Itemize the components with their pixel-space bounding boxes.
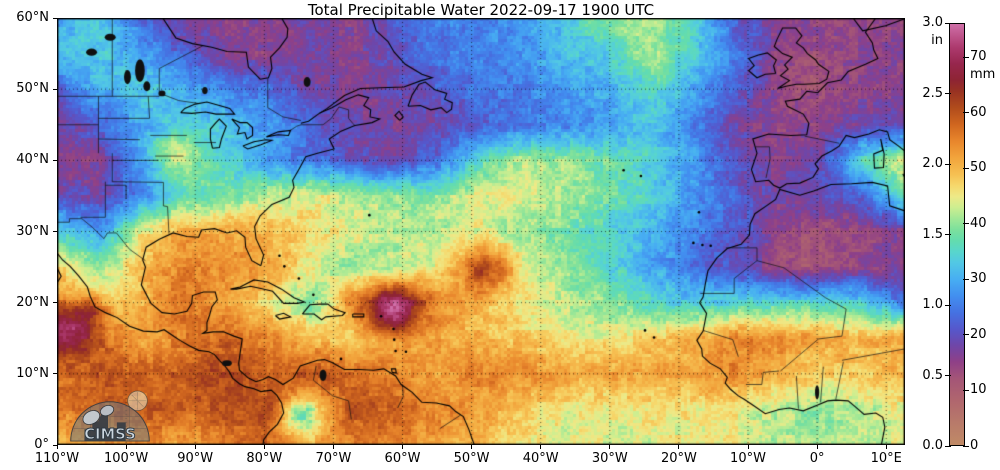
colorbar-tick-mm	[963, 445, 969, 447]
chart-title: Total Precipitable Water 2022-09-17 1900…	[307, 1, 655, 19]
colorbar-tick-label-mm: 20	[970, 326, 987, 342]
y-axis-tick	[53, 88, 57, 90]
colorbar	[949, 23, 965, 446]
x-axis-tick	[540, 445, 542, 449]
colorbar-tick-mm	[963, 167, 969, 169]
x-axis-tick	[678, 445, 680, 449]
colorbar-tick-label-mm: 10	[970, 382, 987, 398]
x-axis-tick-label: 110°W	[34, 451, 80, 466]
y-axis-tick-label: 50°N	[16, 81, 49, 97]
colorbar-tick-in	[945, 304, 951, 306]
x-axis-tick	[885, 445, 887, 449]
colorbar-tick-label-mm: 60	[970, 104, 987, 120]
colorbar-tick-label-mm: 0	[970, 438, 979, 453]
x-axis-tick-label: 70°W	[315, 451, 352, 466]
y-axis-tick	[53, 444, 57, 446]
logo-sun-lines	[128, 391, 147, 410]
colorbar-tick-label-in: 2.0	[922, 156, 943, 171]
x-axis-tick	[263, 445, 265, 449]
x-axis-tick	[816, 445, 818, 449]
cimss-logo-text: CIMSS	[84, 426, 135, 443]
y-axis-tick-label: 10°N	[16, 365, 49, 381]
x-axis-tick	[332, 445, 334, 449]
y-axis-tick	[53, 17, 57, 19]
colorbar-tick-mm	[963, 112, 969, 114]
x-axis-tick-label: 90°W	[177, 451, 214, 466]
x-axis-tick	[194, 445, 196, 449]
colorbar-tick-in	[945, 234, 951, 235]
colorbar-tick-mm	[963, 389, 969, 391]
x-axis-tick-label: 100°W	[104, 451, 149, 466]
y-axis-tick	[53, 302, 57, 304]
colorbar-tick-in	[945, 22, 951, 24]
colorbar-tick-label-in: 3.0	[922, 15, 943, 30]
x-axis-tick	[609, 445, 611, 449]
colorbar-tick-in	[945, 375, 951, 376]
colorbar-tick-mm	[963, 278, 969, 280]
y-axis-tick	[53, 231, 57, 232]
y-axis-tick-label: 30°N	[16, 223, 49, 239]
y-axis-tick	[53, 159, 57, 161]
colorbar-tick-mm	[963, 223, 969, 225]
colorbar-tick-label-mm: 50	[970, 160, 987, 176]
logo-building-silhouette	[84, 414, 126, 442]
x-axis-tick-label: 0°	[809, 451, 825, 466]
colorbar-tick-label-in: 1.5	[922, 226, 943, 242]
x-axis-tick-label: 20°W	[660, 451, 697, 466]
cimss-logo: CIMSS	[70, 390, 150, 444]
colorbar-tick-mm	[963, 56, 969, 58]
colorbar-tick-in	[945, 93, 951, 94]
y-axis-tick	[53, 373, 57, 375]
tpw-map-canvas	[57, 18, 905, 445]
colorbar-tick-label-mm: 40	[970, 215, 987, 231]
x-axis-tick	[402, 445, 403, 449]
colorbar-tick-in	[945, 163, 951, 165]
x-axis-tick	[747, 445, 749, 449]
colorbar-tick-label-in: 0.0	[922, 438, 943, 453]
colorbar-unit-in: in	[931, 33, 943, 48]
y-axis-tick-label: 60°N	[16, 10, 49, 25]
logo-sun-icon	[127, 390, 148, 412]
x-axis-tick	[471, 445, 473, 449]
logo-dish-icon	[82, 410, 101, 425]
colorbar-tick-in	[945, 445, 951, 447]
x-axis-tick-label: 80°W	[246, 451, 283, 466]
colorbar-tick-label-mm: 70	[970, 49, 987, 65]
colorbar-tick-mm	[963, 334, 969, 336]
y-axis-tick-label: 40°N	[16, 152, 49, 168]
x-axis-tick-label: 10°W	[730, 451, 766, 466]
x-axis-tick-label: 40°W	[522, 451, 559, 466]
colorbar-tick-label-in: 2.5	[922, 85, 943, 101]
colorbar-tick-label-mm: 30	[970, 271, 987, 287]
y-axis-tick-label: 20°N	[16, 294, 49, 310]
x-axis-tick-label: 60°W	[384, 451, 421, 466]
x-axis-tick-label: 30°W	[591, 451, 628, 466]
colorbar-tick-label-in: 0.5	[922, 367, 943, 383]
x-axis-tick-label: 50°W	[453, 451, 490, 466]
logo-dish2-icon	[100, 404, 115, 417]
x-axis-tick	[125, 445, 127, 449]
colorbar-unit-mm: mm	[970, 67, 996, 83]
colorbar-tick-label-in: 1.0	[922, 297, 943, 312]
x-axis-tick-label: 10°E	[870, 451, 902, 466]
y-axis-tick-label: 0°	[34, 437, 49, 452]
x-axis-tick	[56, 445, 58, 449]
